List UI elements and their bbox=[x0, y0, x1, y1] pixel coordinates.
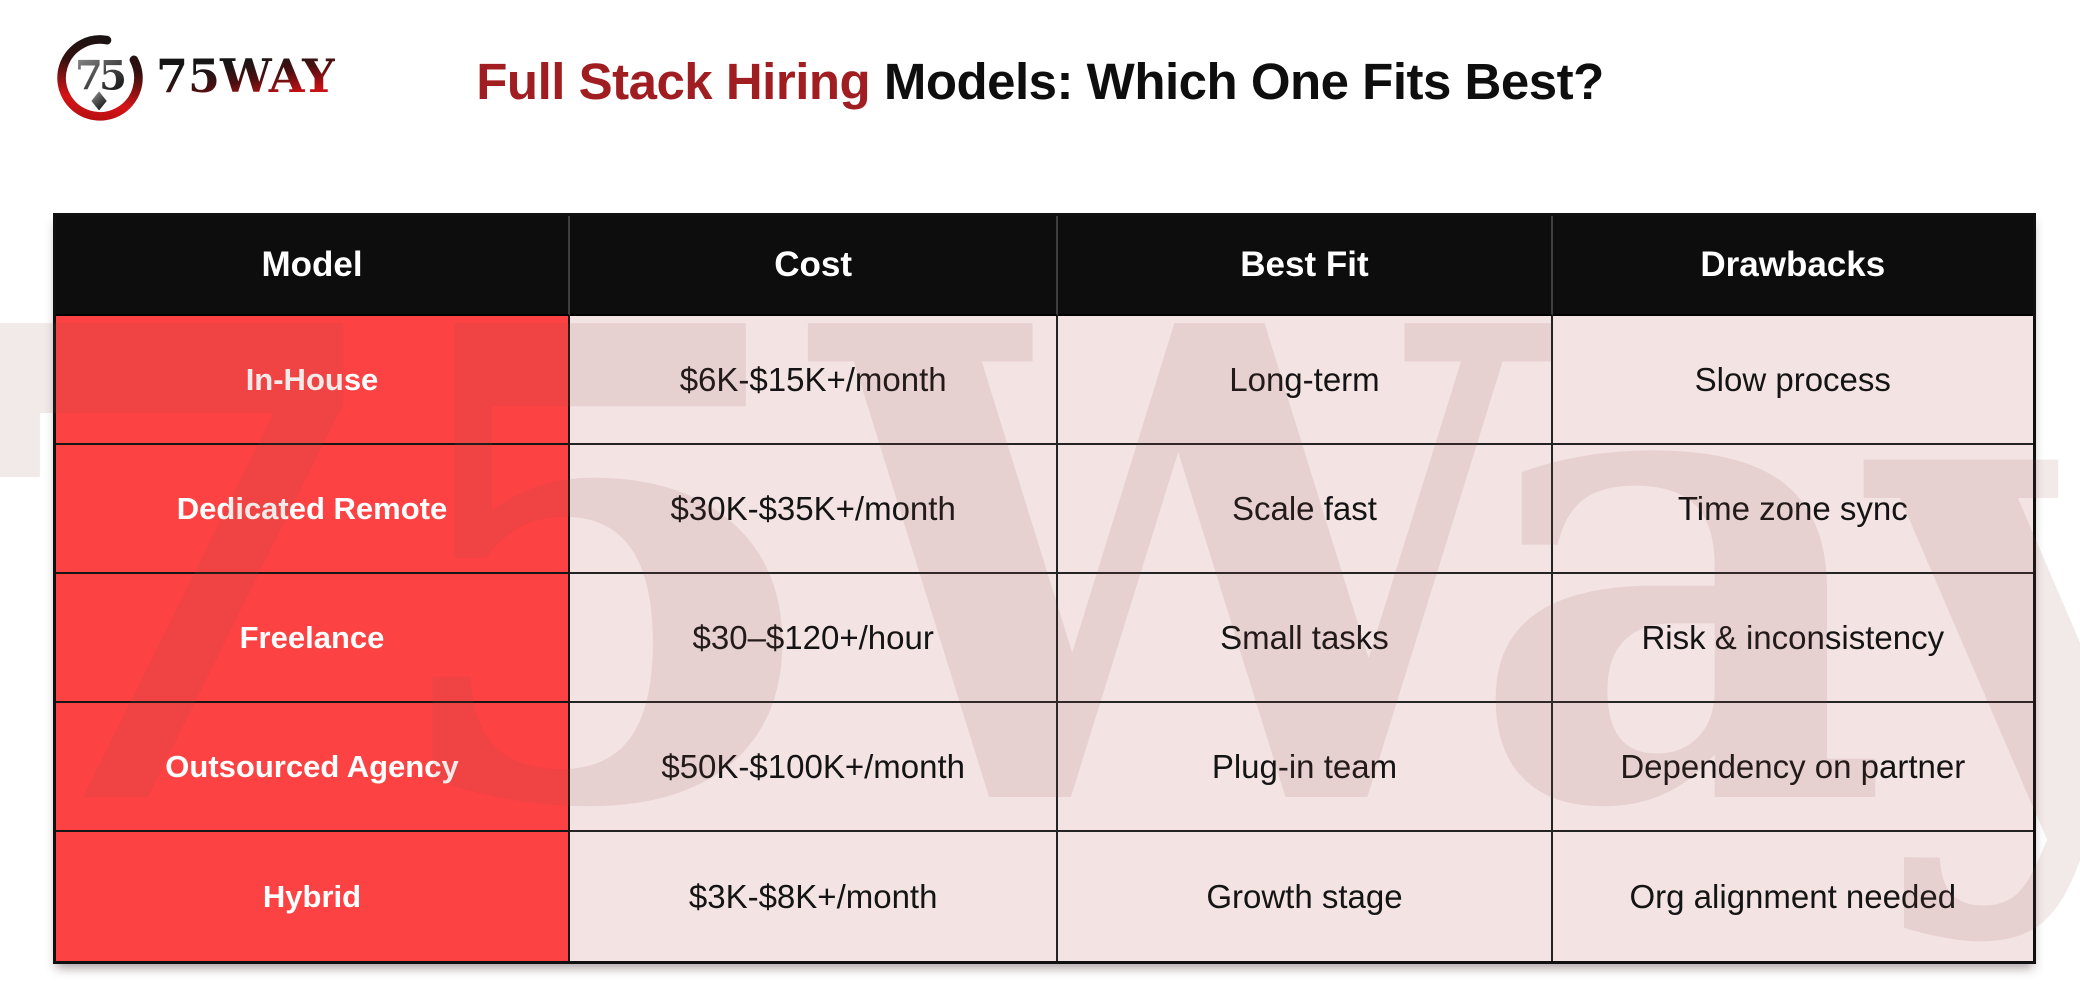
column-header-model: Model bbox=[56, 216, 571, 316]
bull-monogram-75: 75 bbox=[75, 51, 128, 111]
best-fit-cell: Scale fast bbox=[1058, 445, 1553, 574]
drawbacks-cell: Risk & inconsistency bbox=[1552, 574, 2033, 703]
model-cell: In-House bbox=[56, 316, 571, 445]
cost-cell: $6K-$15K+/month bbox=[570, 316, 1059, 445]
cost-cell: $30–$120+/hour bbox=[570, 574, 1059, 703]
drawbacks-cell: Time zone sync bbox=[1552, 445, 2033, 574]
column-header-best-fit: Best Fit bbox=[1058, 216, 1553, 316]
svg-text:75: 75 bbox=[75, 51, 124, 99]
brand-logo: 75 75WAY bbox=[52, 28, 335, 124]
title-highlight: Full Stack Hiring bbox=[476, 53, 871, 110]
model-cell: Freelance bbox=[56, 574, 571, 703]
model-cell: Hybrid bbox=[56, 832, 571, 961]
best-fit-cell: Plug-in team bbox=[1058, 703, 1553, 832]
bull-monogram-icon: 75 bbox=[57, 35, 143, 121]
cost-cell: $3K-$8K+/month bbox=[570, 832, 1059, 961]
crescent-ring bbox=[57, 35, 143, 121]
best-fit-cell: Growth stage bbox=[1058, 832, 1553, 961]
column-header-cost: Cost bbox=[570, 216, 1059, 316]
best-fit-cell: Long-term bbox=[1058, 316, 1553, 445]
title-rest: Models: Which One Fits Best? bbox=[883, 53, 1604, 110]
drawbacks-cell: Org alignment needed bbox=[1552, 832, 2033, 961]
model-cell: Dedicated Remote bbox=[56, 445, 571, 574]
drawbacks-cell: Dependency on partner bbox=[1552, 703, 2033, 832]
cost-cell: $30K-$35K+/month bbox=[570, 445, 1059, 574]
cost-cell: $50K-$100K+/month bbox=[570, 703, 1059, 832]
drawbacks-cell: Slow process bbox=[1552, 316, 2033, 445]
page-title: Full Stack Hiring Models: Which One Fits… bbox=[0, 52, 2080, 111]
best-fit-cell: Small tasks bbox=[1058, 574, 1553, 703]
column-header-drawbacks: Drawbacks bbox=[1552, 216, 2033, 316]
brand-wordmark: 75WAY bbox=[156, 49, 335, 103]
model-cell: Outsourced Agency bbox=[56, 703, 571, 832]
hiring-models-table: Model Cost Best Fit Drawbacks In-House $… bbox=[53, 213, 2036, 964]
